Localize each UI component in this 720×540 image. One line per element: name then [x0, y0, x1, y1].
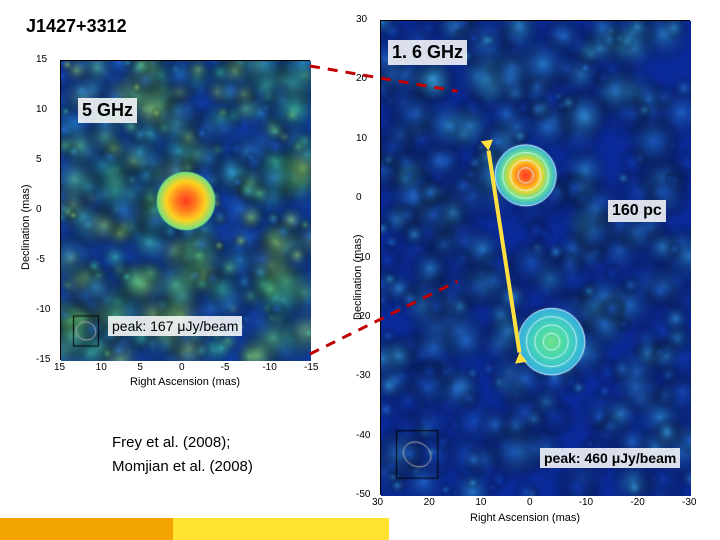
- left-ytick: 0: [36, 204, 42, 215]
- right-ytick: -20: [356, 311, 370, 322]
- right-ytick: 30: [356, 14, 367, 25]
- left-ytick: 10: [36, 104, 47, 115]
- right-ytick: -40: [356, 430, 370, 441]
- citation-2: Momjian et al. (2008): [108, 456, 257, 477]
- left-xtick: 10: [96, 362, 107, 373]
- left-y-axis-title: Declination (mas): [20, 184, 32, 270]
- left-ytick: 15: [36, 54, 47, 65]
- right-xtick: 20: [424, 497, 435, 508]
- right-x-axis-title: Right Ascension (mas): [470, 512, 580, 524]
- right-xtick: -10: [579, 497, 593, 508]
- left-xtick: 5: [137, 362, 143, 373]
- source-name: J1427+3312: [22, 14, 131, 39]
- left-xtick: 0: [179, 362, 185, 373]
- footer-seg-0: [0, 518, 173, 540]
- left-xtick: -15: [304, 362, 318, 373]
- left-ytick: -15: [36, 354, 50, 365]
- left-peak-label: peak: 167 μJy/beam: [108, 316, 242, 336]
- right-y-axis-title: Declination (mas): [352, 234, 364, 320]
- right-xtick: -30: [682, 497, 696, 508]
- right-ytick: -50: [356, 489, 370, 500]
- citation-1: Frey et al. (2008);: [108, 432, 234, 453]
- left-x-axis-title: Right Ascension (mas): [130, 376, 240, 388]
- right-peak-label: peak: 460 μJy/beam: [540, 448, 680, 468]
- left-xtick: -5: [221, 362, 230, 373]
- left-xtick: -10: [262, 362, 276, 373]
- right-radio-map: [380, 20, 690, 495]
- left-ytick: -5: [36, 254, 45, 265]
- left-freq-label: 5 GHz: [78, 98, 137, 123]
- scale-label: 160 pc: [608, 200, 666, 222]
- left-ytick: 5: [36, 154, 42, 165]
- left-ytick: -10: [36, 304, 50, 315]
- right-ytick: -10: [356, 252, 370, 263]
- right-xtick: 10: [475, 497, 486, 508]
- right-ytick: 0: [356, 192, 362, 203]
- right-xtick: -20: [630, 497, 644, 508]
- footer-band: [0, 518, 720, 540]
- right-ytick: -30: [356, 370, 370, 381]
- right-ytick: 10: [356, 133, 367, 144]
- left-xtick: 15: [54, 362, 65, 373]
- right-freq-label: 1. 6 GHz: [388, 40, 467, 65]
- right-ytick: 20: [356, 73, 367, 84]
- right-xtick: 30: [372, 497, 383, 508]
- right-xtick: 0: [527, 497, 533, 508]
- footer-seg-1: [173, 518, 389, 540]
